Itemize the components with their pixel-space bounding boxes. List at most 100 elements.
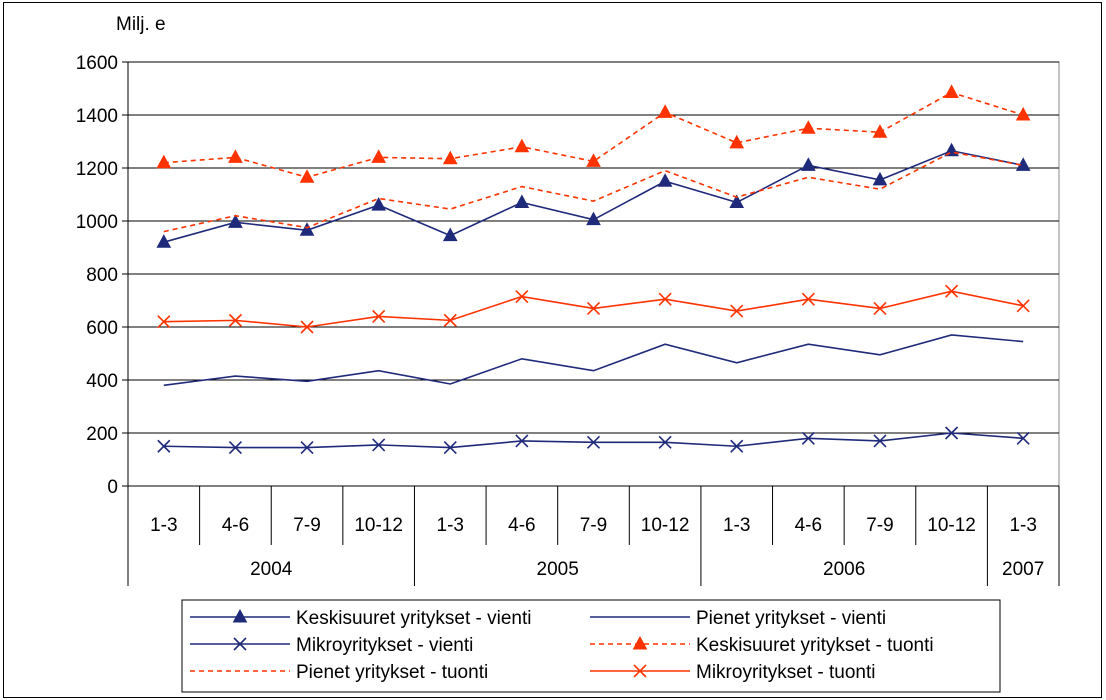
legend-item: Mikroyritykset - tuonti [590,662,875,683]
marker-stroke [233,637,247,651]
y-tick-label: 1000 [76,212,118,233]
data-point [228,149,243,163]
chart-frame: Milj. e 0 200 400 600 800 1000 1200 1400 1600 1-3… [3,2,1102,698]
legend-item: Keskisuuret yritykset - vienti [190,608,531,629]
series-0 [156,142,1031,248]
data-point [801,292,815,306]
data-point [586,435,601,449]
x-tick-label: 7-9 [580,515,607,536]
marker-stroke [873,301,887,316]
marker-stroke [515,289,529,304]
marker-stroke [300,441,314,455]
legend-label: Keskisuuret yritykset - vienti [296,608,531,629]
legend-item: Pienet yritykset - vienti [590,608,886,629]
year-label: 2007 [1002,559,1044,580]
data-point [873,301,887,316]
data-point [228,214,243,228]
data-point [801,431,815,445]
y-tick-label: 1400 [76,106,118,127]
x-tick-label: 1-3 [1009,515,1036,536]
x-tick-label: 1-3 [437,515,464,536]
data-point [372,309,386,323]
data-point [156,154,172,169]
marker-stroke [586,435,601,449]
data-point [299,169,315,183]
legend-item: Keskisuuret yritykset - tuonti [590,635,934,656]
data-point [1015,106,1031,121]
data-point [872,124,888,138]
data-point [232,608,248,623]
data-point [371,197,386,211]
data-point [730,439,744,453]
marker-stroke [515,434,529,448]
data-point [657,173,673,187]
data-point [372,438,386,452]
year-label: 2006 [823,559,865,580]
gridlines [127,61,1060,487]
marker-stroke [372,438,386,452]
series-1 [163,334,1024,387]
marker-stroke [658,435,672,449]
marker-stroke [1016,299,1030,313]
data-point [157,439,171,453]
marker-stroke [443,441,457,455]
marker-stroke [873,434,887,448]
series-line [163,151,1024,233]
x-tick-label: 4-6 [795,515,822,536]
data-point [657,104,673,118]
data-point [801,157,816,171]
data-point [658,435,672,449]
data-point [1016,299,1030,313]
data-point [873,434,887,448]
y-tick-label: 0 [107,477,118,498]
y-tick-label: 400 [86,371,118,392]
data-point [371,149,386,163]
axes: 0 200 400 600 800 1000 1200 1400 1600 1-3 4-6 7-9 10… [76,53,1060,586]
marker-stroke [1016,431,1030,445]
data-point [729,194,745,208]
legend-label: Keskisuuret yritykset - tuonti [696,635,934,656]
data-point [300,441,314,455]
series-group [156,84,1031,455]
legend: Keskisuuret yritykset - vienti Pienet yri… [181,599,1001,693]
marker-stroke [730,304,744,318]
x-tick-label: 7-9 [866,515,893,536]
data-point [514,194,530,208]
x-tick-label: 10-12 [354,515,403,536]
legend-box [181,599,1001,693]
marker-stroke [633,664,647,678]
data-point [157,315,171,329]
y-tick-label: 1200 [76,159,118,180]
data-point [730,304,744,318]
y-tick-label: 1600 [76,53,118,74]
data-point [233,637,247,651]
data-point [443,441,457,455]
x-tick-label: 1-3 [150,515,177,536]
data-point [586,153,601,167]
data-point [944,84,959,98]
data-point [299,222,315,236]
marker-stroke [658,292,672,306]
data-point [801,120,816,134]
line-chart: Milj. e 0 200 400 600 800 1000 1200 1400 1600 1-3… [76,14,1060,693]
y-tick-label: 600 [86,318,118,339]
legend-label: Mikroyritykset - vienti [296,635,473,656]
data-point [300,320,314,334]
legend-item: Mikroyritykset - vienti [190,635,473,656]
data-point [515,434,529,448]
marker-stroke [801,292,815,306]
data-point [872,171,888,186]
marker-stroke [586,301,601,316]
data-point [658,292,672,306]
legend-label: Pienet yritykset - tuonti [296,662,488,683]
legend-label: Pienet yritykset - vienti [696,608,886,629]
data-point [945,284,959,298]
data-point [156,234,172,248]
data-point [633,664,647,678]
x-tick-label: 1-3 [723,515,750,536]
y-tick-label: 200 [86,424,118,445]
marker-stroke [372,309,386,323]
data-point [1016,431,1030,445]
data-point [632,635,648,650]
y-axis-label: Milj. e [116,14,166,35]
